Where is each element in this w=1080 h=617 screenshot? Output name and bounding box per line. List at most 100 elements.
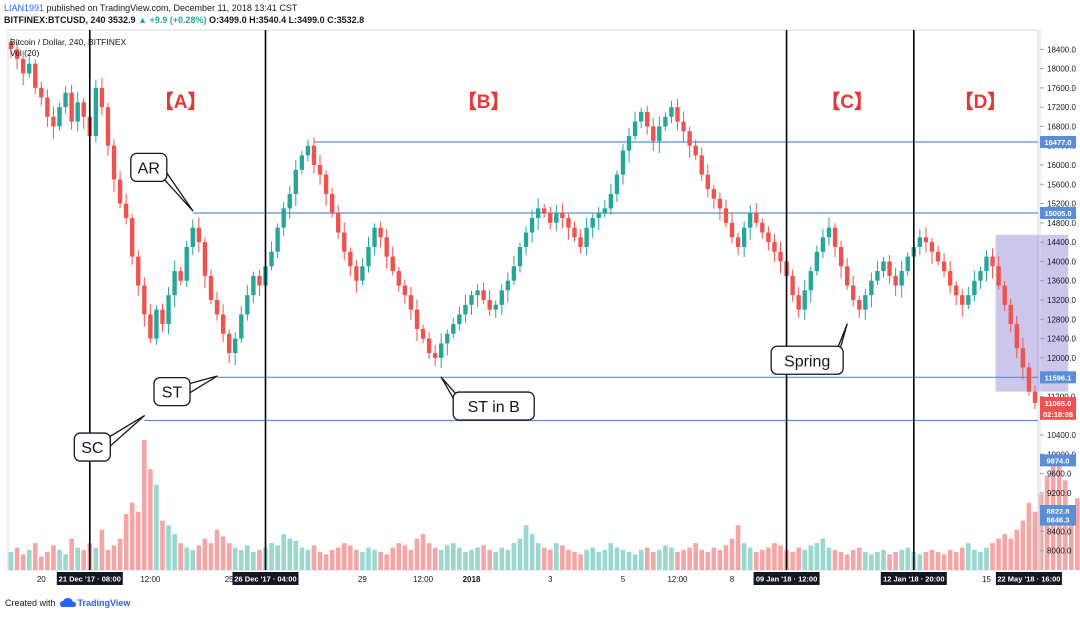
callout[interactable]: ST in B: [440, 376, 535, 421]
volume-bar: [856, 547, 862, 570]
candle: [360, 258, 365, 286]
volume-bar: [481, 545, 486, 570]
volume-bar: [384, 554, 389, 570]
volume-bar: [547, 549, 553, 570]
candle: [723, 200, 729, 228]
volume-bar: [669, 547, 674, 570]
volume-bar: [875, 552, 880, 570]
volume-series: [8, 440, 1080, 570]
y-tick-label: 17600.0: [1047, 84, 1076, 93]
y-tick-label: 14800.0: [1047, 219, 1076, 228]
volume-bar: [1008, 538, 1014, 570]
candle: [281, 202, 286, 236]
volume-bar: [941, 554, 947, 570]
candle: [426, 332, 432, 360]
y-tick-label: 16800.0: [1047, 122, 1076, 131]
region-label: 【D】: [955, 90, 1007, 113]
candle: [226, 329, 232, 364]
footer: Created with TradingView: [5, 598, 130, 608]
volume-bar: [354, 549, 359, 570]
candle: [669, 100, 674, 124]
symbol-line: BITFINEX:BTCUSD, 240 3532.9 ▲ +9.9 (+0.2…: [4, 15, 364, 25]
volume-bar: [826, 547, 832, 570]
candle: [142, 277, 147, 327]
candle: [45, 89, 50, 127]
symbol-label: BITFINEX:BTCUSD, 240: [4, 15, 106, 25]
volume-bar: [32, 543, 38, 570]
volume-bar: [802, 549, 808, 570]
divider-date-label: 21 Dec '17 · 08:00: [59, 575, 121, 584]
volume-bar: [1075, 498, 1080, 570]
tradingview-logo[interactable]: TradingView: [59, 598, 131, 608]
volume-bar: [123, 513, 129, 570]
volume-bar: [39, 556, 44, 570]
volume-bar: [463, 552, 468, 570]
y-tick-label: 13600.0: [1047, 277, 1076, 286]
candle: [869, 272, 874, 308]
candle: [14, 43, 20, 70]
candle: [572, 221, 577, 242]
candle: [1008, 298, 1013, 333]
volume-bar: [178, 543, 183, 570]
volume-bar: [293, 540, 299, 570]
volume-bar: [905, 547, 911, 570]
candle: [154, 305, 159, 345]
callout[interactable]: AR: [130, 152, 194, 212]
volume-bar: [881, 549, 886, 570]
candle: [39, 81, 44, 106]
volume-bar: [172, 534, 177, 570]
callout[interactable]: Spring: [770, 323, 848, 375]
volume-bar: [408, 549, 414, 570]
candle: [1020, 338, 1026, 380]
volume-bar: [51, 545, 56, 570]
author-link[interactable]: LIAN1991: [4, 3, 45, 13]
volume-bar: [990, 543, 995, 570]
volume-bar: [499, 547, 505, 570]
candle: [778, 241, 783, 274]
callout[interactable]: SC: [73, 415, 145, 462]
volume-bar: [572, 552, 577, 570]
candle: [590, 213, 595, 238]
volume-bar: [287, 538, 293, 570]
candle: [372, 223, 377, 256]
cloud-icon: [59, 598, 76, 607]
candle: [239, 306, 244, 343]
volume-bar: [148, 469, 153, 570]
volume-bar: [947, 549, 953, 570]
candle: [748, 205, 753, 240]
volume-bar: [620, 549, 626, 570]
volume-bar: [850, 549, 856, 570]
volume-bar: [360, 552, 365, 570]
callout[interactable]: ST: [153, 375, 218, 407]
tradingview-brand: TradingView: [77, 598, 131, 608]
y-tick-label: 11200.0: [1047, 392, 1076, 401]
y-tick-label: 12800.0: [1047, 315, 1076, 324]
ohlc-values: O:3499.0 H:3540.4 L:3499.0 C:3532.8: [209, 15, 365, 25]
volume-bar: [663, 545, 668, 570]
candle: [687, 126, 692, 158]
volume-bar: [650, 552, 656, 570]
price-tag: 11596.1: [1040, 371, 1076, 384]
candle: [893, 267, 898, 296]
candle: [293, 159, 298, 206]
candle: [826, 217, 832, 246]
candle: [651, 118, 656, 152]
volume-bar: [208, 543, 214, 570]
candle: [160, 303, 165, 333]
volume-bar: [251, 552, 256, 570]
candle: [947, 260, 953, 294]
volume-bar: [432, 547, 438, 570]
x-tick-label: 3: [548, 575, 553, 584]
volume-bar: [378, 552, 383, 570]
candle: [329, 187, 335, 218]
x-tick-label: 12:00: [413, 575, 434, 584]
y-tick-label: 8400.0: [1047, 527, 1072, 536]
candle: [760, 218, 765, 239]
volume-bar: [166, 525, 171, 570]
volume-bar: [747, 547, 753, 570]
y-tick-label: 12400.0: [1047, 335, 1076, 344]
volume-bar: [366, 547, 371, 570]
candle: [414, 299, 420, 341]
candle: [941, 253, 947, 278]
